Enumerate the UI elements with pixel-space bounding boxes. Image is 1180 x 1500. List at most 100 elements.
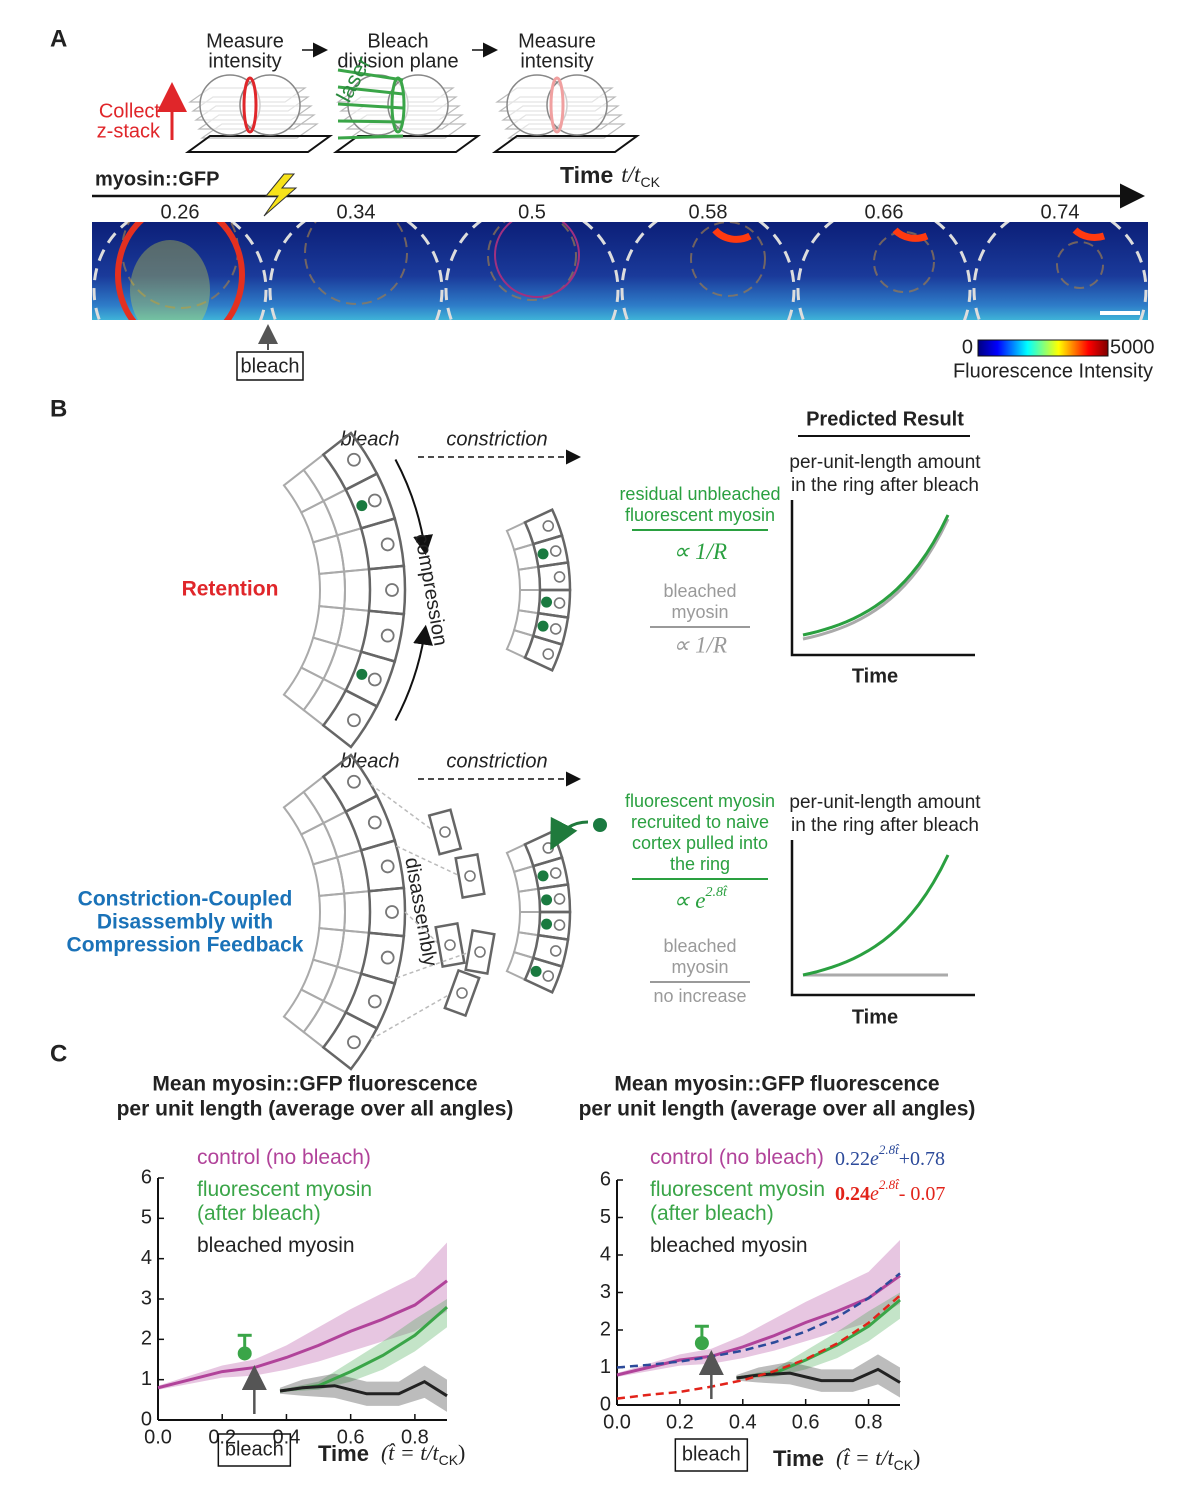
x-label-math: (t̂ = t/t [381,1440,440,1465]
series-line [157,1279,448,1390]
chart-title: Mean myosin::GFP fluorescence [152,1073,477,1096]
disassembly-trace [370,783,436,833]
fit-exp: 2.8t̂ [879,1142,900,1157]
x-label-close: ) [458,1440,465,1465]
disassembly-trace [370,992,453,1041]
colorbar-min: 0 [962,336,973,358]
cortex-segment [517,565,542,591]
myosin-fluorescent [537,620,549,632]
myosin-bleached [456,987,468,999]
green-formula: ∝ e2.8t̂ [673,885,728,913]
x-tick-label: 0.4 [729,1411,757,1433]
frame-image [444,222,620,320]
ring-outline [1056,241,1104,289]
chart-title: per unit length (average over all angles… [117,1098,514,1121]
process-label: compression [410,532,451,647]
x-label-close: ) [913,1445,920,1470]
x-label-word: Time [773,1446,824,1471]
myosin-signal [712,227,752,243]
myosin-bleached [385,583,399,597]
frame-image [972,222,1148,320]
formula-base: ∝ 1/R [673,539,727,564]
grey-formula: ∝ 1/R [673,632,727,657]
cortex-segment [318,892,346,932]
myosin-bleached [385,905,399,919]
myosin-bleached [542,970,555,982]
myosin-bleached [367,815,382,830]
colorbar [977,339,1109,357]
myosin-bleached [549,945,562,957]
ring-segment [321,1010,379,1071]
collect-label: z-stack [97,120,161,142]
myosin-bleached [444,939,456,951]
cell-lobe [239,74,301,136]
y-tick-label: 0 [600,1393,611,1415]
green-text: residual unbleached [619,484,780,504]
myosin-bleached [549,545,562,557]
error-band [736,1292,900,1379]
x-axis-label: Time (t̂ = t/tCK) [318,1440,465,1468]
time-axis-label: Time t/tCK [560,162,661,190]
myosin-bleached [553,597,566,609]
green-text: fluorescent myosin [625,505,775,525]
frame-image [268,222,444,320]
model-name: Compression Feedback [67,934,304,957]
laser-beam [337,68,404,82]
y-tick-label: 1 [600,1356,611,1378]
cell-outline [268,222,444,320]
disassembly-trace [396,951,471,979]
myosin-signal [892,227,929,242]
myosin-signal [115,222,245,320]
x-tick-label: 0.8 [401,1426,429,1448]
bleach-label: bleach [341,750,400,772]
myosin-fluorescent [541,894,553,906]
plot-xlabel: Time [852,1006,898,1028]
step-label: division plane [337,50,458,72]
panel-label: A [50,25,67,52]
model-name: Retention [182,578,279,601]
fit-coef: 0.24 [835,1183,870,1205]
myosin-bleached [347,774,361,789]
colorbar-label: Fluorescence Intensity [953,360,1153,382]
cell-diagrams [184,68,641,153]
x-tick-label: 0.2 [666,1411,694,1433]
green-text: fluorescent myosin [625,791,775,811]
myosin-fluorescent [356,500,368,512]
grey-formula: no increase [653,986,746,1006]
cortex-segment [505,628,535,659]
x-tick-label: 0.0 [603,1411,631,1433]
bleach-label: bleach [682,1443,741,1465]
myosin-bleached [464,870,476,882]
x-label-sub: CK [439,1452,459,1468]
ring-outline [690,222,766,297]
y-tick-label: 2 [141,1328,152,1350]
process-label: disassembly [400,856,441,968]
ring [242,76,258,134]
ring-segment [321,688,379,749]
y-tick-label: 3 [600,1281,611,1303]
cell-lobe [546,74,608,136]
cell-outline [972,222,1148,320]
y-tick-label: 5 [600,1206,611,1228]
myosin-fluorescent [537,870,549,882]
disassembly-trace [395,845,461,877]
coverslip [184,135,334,153]
plot-axes [790,840,975,997]
myosin-bleached [542,520,555,532]
cortex-segment [517,887,542,913]
ring-outline [494,222,580,298]
ring-outline [487,222,577,301]
cortex-segment [318,570,346,610]
myosin-bleached [542,842,555,854]
frame-time: 0.5 [518,201,546,223]
legend-entry: fluorescent myosin (after bleach) [197,1178,373,1225]
legend-entry: control (no bleach) [197,1146,371,1169]
fit-base: e [870,1183,879,1205]
y-tick-label: 6 [600,1168,611,1190]
myosin-bleached [347,452,361,467]
ring [549,76,565,134]
frame-image [796,222,972,320]
prediction-fluorescent [802,514,950,637]
bleach-label: bleach [341,428,400,450]
